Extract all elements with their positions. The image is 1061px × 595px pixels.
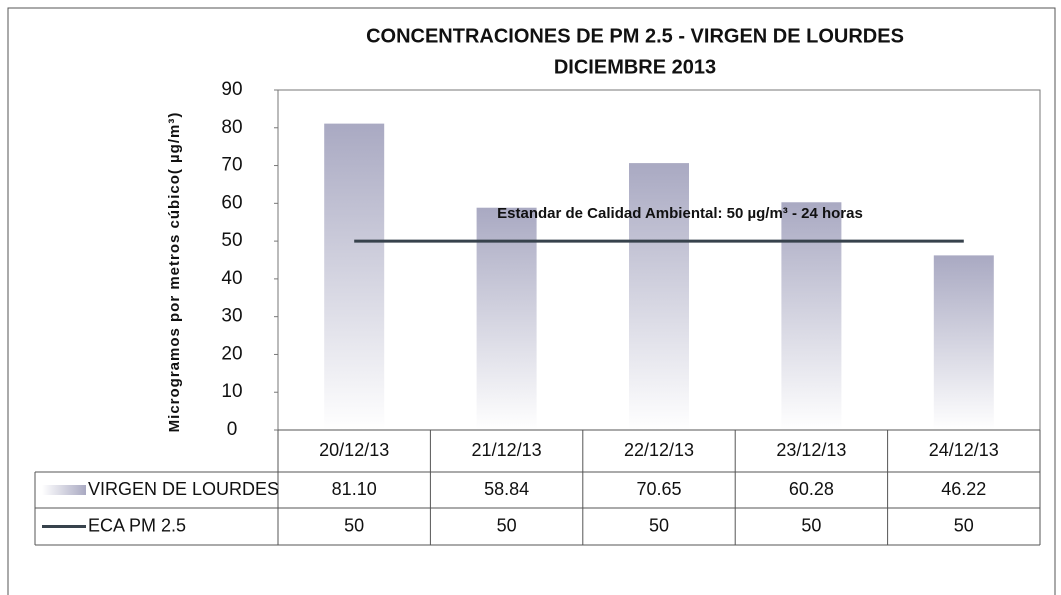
x-tick-label: 22/12/13 xyxy=(624,440,694,460)
y-tick-label: 20 xyxy=(221,343,242,364)
table-value: 50 xyxy=(497,515,517,535)
y-tick-label: 30 xyxy=(221,306,242,327)
table-value: 50 xyxy=(344,515,364,535)
table-value: 50 xyxy=(954,515,974,535)
legend-label: ECA PM 2.5 xyxy=(88,515,186,535)
y-tick-label: 50 xyxy=(221,230,242,251)
frame xyxy=(7,7,1056,595)
x-tick-label: 21/12/13 xyxy=(472,440,542,460)
y-axis-label: Microgramos por metros cúbico( µg/m³) xyxy=(166,112,183,433)
legend-label: VIRGEN DE LOURDES xyxy=(88,479,279,499)
y-tick-label: 0 xyxy=(227,419,238,440)
legend-swatch xyxy=(42,485,86,495)
table-value: 50 xyxy=(649,515,669,535)
y-tick-label: 80 xyxy=(221,117,242,138)
y-tick-label: 10 xyxy=(221,381,242,402)
x-tick-label: 24/12/13 xyxy=(929,440,999,460)
chart-subtitle: DICIEMBRE 2013 xyxy=(554,56,716,78)
y-tick-label: 40 xyxy=(221,268,242,289)
y-tick-label: 60 xyxy=(221,192,242,213)
bar xyxy=(781,202,842,430)
table-value: 60.28 xyxy=(789,479,834,499)
x-tick-label: 20/12/13 xyxy=(319,440,389,460)
table-value: 50 xyxy=(801,515,821,535)
y-tick-label: 70 xyxy=(221,155,242,176)
table-value: 70.65 xyxy=(636,479,681,499)
table-value: 58.84 xyxy=(484,479,529,499)
y-tick-label: 90 xyxy=(221,79,242,100)
bar xyxy=(476,207,537,430)
bar xyxy=(933,255,994,430)
annotation: Estandar de Calidad Ambiental: 50 µg/m³ … xyxy=(497,205,863,222)
x-tick-label: 23/12/13 xyxy=(776,440,846,460)
bar xyxy=(629,163,689,430)
bar xyxy=(324,123,385,430)
table-value: 46.22 xyxy=(941,479,986,499)
chart-title: CONCENTRACIONES DE PM 2.5 - VIRGEN DE LO… xyxy=(366,25,904,47)
table-value: 81.10 xyxy=(332,479,377,499)
